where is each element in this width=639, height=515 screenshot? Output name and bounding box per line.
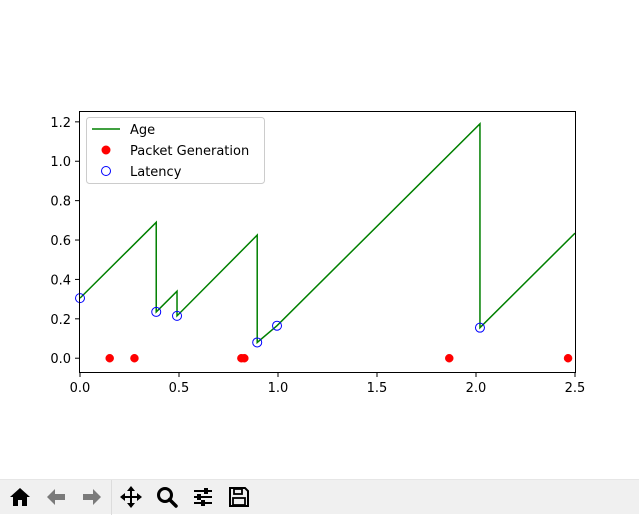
- legend-marker-swatch: [101, 166, 111, 176]
- legend: Age Packet Generation Latency: [86, 117, 265, 184]
- configure-subplots-icon: [194, 488, 212, 506]
- packet-generation-point: [240, 353, 249, 363]
- figure-canvas: 0.0 0.5 1.0 1.5 2.0 2.5 0.0 0.2 0.4 0.6 0.8 1.0 1.2 …: [50, 111, 586, 396]
- zoom-icon: [157, 487, 178, 508]
- pan-button[interactable]: [113, 480, 149, 515]
- x-tick-label: 2.0: [466, 381, 487, 396]
- x-tick-label: 1.0: [268, 381, 289, 396]
- pan-icon: [120, 486, 142, 508]
- y-tick-label: 0.6: [50, 234, 71, 249]
- x-tick-label: 2.5: [565, 381, 586, 396]
- age-series-line: [80, 122, 575, 345]
- axes-frame: [79, 111, 576, 373]
- save-button[interactable]: [221, 480, 257, 515]
- latency-point: [172, 310, 183, 321]
- home-icon: [10, 488, 30, 506]
- packet-generation-point: [563, 353, 573, 363]
- y-tick-label: 1.0: [50, 155, 71, 170]
- legend-marker-swatch: [101, 145, 111, 155]
- y-tick-label: 0.4: [50, 273, 71, 288]
- plot: 0.0 0.5 1.0 1.5 2.0 2.50.00.20.40.60.81.01.2 …: [50, 111, 585, 396]
- y-tick-label: 0.2: [50, 313, 71, 328]
- forward-arrow-icon: [83, 489, 101, 505]
- ticks: 0.0 0.5 1.0 1.5 2.0 2.5 0.0 0.2 0.4 0.6 0.8 1.0 1.2: [50, 116, 585, 396]
- home-button[interactable]: [2, 480, 38, 515]
- latency-point: [252, 337, 263, 348]
- series: [75, 122, 575, 363]
- legend-label: Age: [130, 123, 155, 138]
- legend-label: Latency: [130, 165, 182, 180]
- latency-point: [272, 320, 283, 331]
- packet-generation-point: [130, 353, 139, 363]
- toolbar-separator: [111, 479, 112, 515]
- packet-generation-point: [445, 353, 454, 363]
- zoom-button[interactable]: [149, 480, 185, 515]
- legend-label: Packet Generation: [130, 144, 249, 159]
- latency-point: [474, 322, 485, 333]
- plot-area: [80, 122, 575, 345]
- x-tick-label: 1.5: [367, 381, 388, 396]
- y-tick-label: 1.2: [50, 116, 71, 131]
- back-button[interactable]: [38, 480, 74, 515]
- configure-subplots-button[interactable]: [185, 480, 221, 515]
- x-tick-label: 0.5: [169, 381, 190, 396]
- navigation-toolbar: [0, 479, 639, 515]
- packet-generation-point: [105, 353, 114, 363]
- x-tick-label: 0.0: [70, 381, 91, 396]
- y-tick-label: 0.8: [50, 195, 71, 210]
- save-icon: [229, 487, 249, 507]
- forward-button[interactable]: [74, 480, 110, 515]
- back-arrow-icon: [47, 489, 65, 505]
- legend-frame: [86, 117, 265, 184]
- y-tick-label: 0.0: [50, 352, 71, 367]
- latency-point: [151, 306, 162, 317]
